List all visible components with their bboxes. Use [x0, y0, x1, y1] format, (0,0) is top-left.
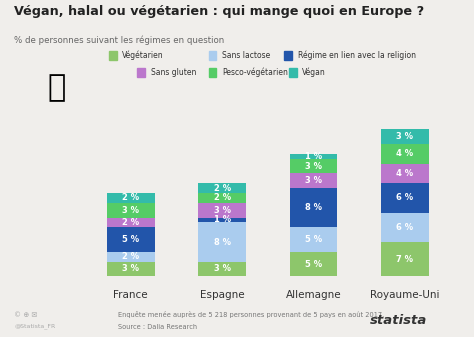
Text: Source : Dalia Research: Source : Dalia Research: [118, 324, 198, 330]
Bar: [199, 217, 246, 222]
Bar: [107, 252, 155, 262]
Text: Végan, halal ou végétarien : qui mange quoi en Europe ?: Végan, halal ou végétarien : qui mange q…: [14, 5, 424, 18]
Text: Enquête menée auprès de 5 218 personnes provenant de 5 pays en août 2017.: Enquête menée auprès de 5 218 personnes …: [118, 311, 385, 318]
Text: 8 %: 8 %: [214, 238, 231, 247]
Text: 🛒: 🛒: [48, 73, 66, 102]
Text: 3 %: 3 %: [214, 206, 231, 215]
Text: 2 %: 2 %: [122, 218, 139, 227]
Text: 2 %: 2 %: [214, 193, 231, 203]
Bar: [199, 203, 246, 217]
Text: 3 %: 3 %: [305, 161, 322, 171]
Text: statista: statista: [370, 314, 427, 327]
Bar: [199, 193, 246, 203]
Bar: [381, 144, 428, 163]
Bar: [290, 227, 337, 252]
Text: Pesco-végétarien: Pesco-végétarien: [222, 68, 288, 77]
Text: © ⊕ ✉: © ⊕ ✉: [14, 312, 37, 318]
Text: 3 %: 3 %: [122, 265, 139, 274]
Text: Régime en lien avec la religion: Régime en lien avec la religion: [298, 51, 416, 60]
Bar: [381, 129, 428, 144]
Bar: [290, 154, 337, 159]
Text: 4 %: 4 %: [396, 149, 413, 158]
Bar: [107, 227, 155, 252]
Text: 3 %: 3 %: [122, 206, 139, 215]
Text: 5 %: 5 %: [305, 235, 322, 244]
Bar: [381, 163, 428, 183]
Bar: [107, 203, 155, 217]
Text: Royaume-Uni: Royaume-Uni: [370, 290, 439, 300]
Text: 5 %: 5 %: [305, 259, 322, 269]
Bar: [381, 242, 428, 276]
Text: 2 %: 2 %: [214, 184, 231, 193]
Text: @Statista_FR: @Statista_FR: [14, 323, 55, 329]
Text: 3 %: 3 %: [214, 265, 231, 274]
Text: 2 %: 2 %: [122, 252, 139, 261]
Bar: [290, 188, 337, 227]
Text: Espagne: Espagne: [200, 290, 245, 300]
Bar: [107, 193, 155, 203]
Bar: [290, 159, 337, 174]
Text: 6 %: 6 %: [396, 193, 413, 203]
Text: 4 %: 4 %: [396, 169, 413, 178]
Text: Végan: Végan: [302, 68, 326, 77]
Text: 7 %: 7 %: [396, 255, 413, 264]
Text: Sans lactose: Sans lactose: [222, 51, 270, 60]
Bar: [199, 183, 246, 193]
Text: 1 %: 1 %: [214, 215, 231, 224]
Text: 1 %: 1 %: [305, 152, 322, 161]
Text: Sans gluten: Sans gluten: [151, 68, 196, 77]
Text: 3 %: 3 %: [305, 176, 322, 185]
Bar: [107, 217, 155, 227]
Bar: [290, 252, 337, 276]
Text: France: France: [113, 290, 148, 300]
Text: 3 %: 3 %: [396, 132, 413, 141]
Text: 5 %: 5 %: [122, 235, 139, 244]
Bar: [290, 174, 337, 188]
Text: 8 %: 8 %: [305, 203, 322, 212]
Text: Végétarien: Végétarien: [122, 51, 164, 60]
Text: Allemagne: Allemagne: [286, 290, 341, 300]
Bar: [199, 222, 246, 262]
Text: 6 %: 6 %: [396, 223, 413, 232]
Text: % de personnes suivant les régimes en question: % de personnes suivant les régimes en qu…: [14, 35, 225, 45]
Bar: [107, 262, 155, 276]
Bar: [381, 213, 428, 242]
Text: 2 %: 2 %: [122, 193, 139, 203]
Bar: [199, 262, 246, 276]
Bar: [381, 183, 428, 213]
